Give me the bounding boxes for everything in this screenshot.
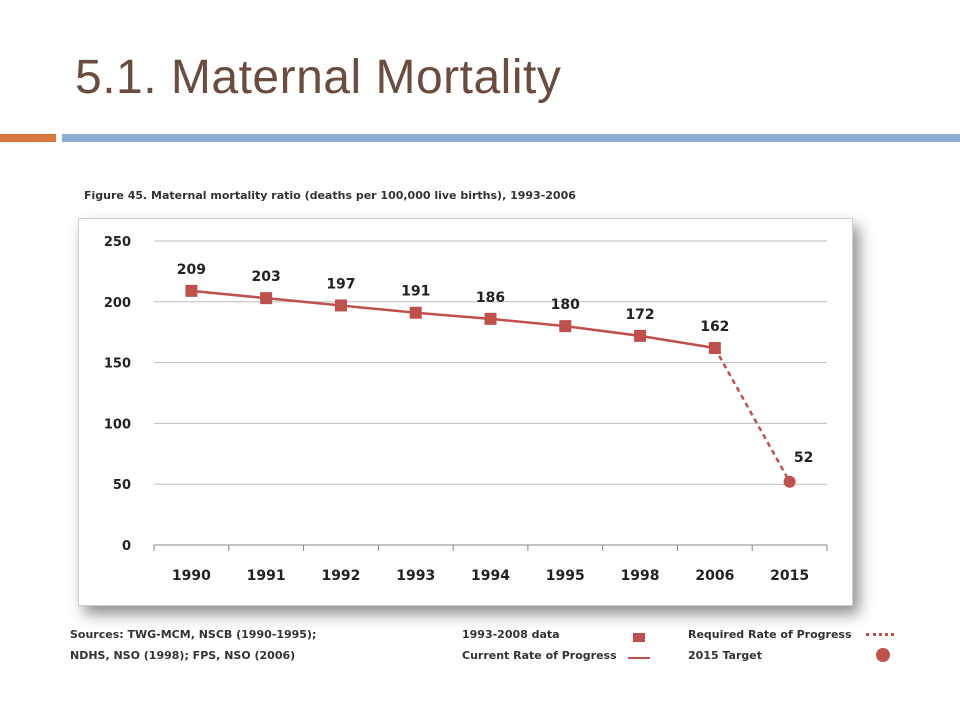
y-tick-label: 250 — [104, 235, 131, 250]
legend-data-label: 1993-2008 data — [462, 628, 560, 641]
x-tick-label: 1995 — [546, 568, 585, 584]
data-label: 197 — [326, 276, 355, 292]
line-chart: 0 50 100 150 200 250 1990 1991 1992 1993 1994 1995 1… — [104, 235, 828, 584]
chart-frame: 0 50 100 150 200 250 1990 1991 1992 1993 1994 1995 1… — [78, 218, 853, 606]
legend-current-rate-label: Current Rate of Progress — [462, 649, 617, 662]
x-tick-label: 2015 — [770, 568, 809, 584]
x-tick-label: 2006 — [695, 568, 734, 584]
data-point-square — [634, 329, 647, 342]
y-tick-label: 50 — [113, 478, 131, 493]
y-tick-label: 0 — [122, 539, 131, 554]
data-point-square — [708, 342, 721, 355]
y-tick-label: 100 — [104, 417, 131, 432]
legend-circle-marker — [876, 648, 890, 662]
data-point-square — [409, 306, 422, 319]
y-tick-label: 200 — [104, 296, 131, 311]
data-label: 180 — [551, 297, 580, 313]
data-label: 191 — [401, 284, 430, 300]
sources-line-1: Sources: TWG-MCM, NSCB (1990-1995); — [70, 628, 317, 641]
x-tick-label: 1992 — [321, 568, 360, 584]
data-label: 172 — [625, 307, 654, 323]
y-tick-label: 150 — [104, 357, 131, 372]
data-label: 162 — [700, 319, 729, 335]
data-label: 209 — [177, 262, 206, 278]
data-label: 203 — [252, 269, 281, 285]
legend-solid-line — [628, 657, 650, 659]
data-point-square — [559, 320, 572, 333]
required-rate-line — [713, 347, 791, 483]
data-point-square — [260, 292, 273, 305]
legend-required-rate-label: Required Rate of Progress — [688, 628, 852, 641]
data-point-square — [334, 299, 347, 312]
x-tick-label: 1993 — [396, 568, 435, 584]
legend-dashed-line — [866, 633, 894, 636]
title-rule-orange — [0, 134, 56, 142]
x-tick-label: 1991 — [247, 568, 286, 584]
data-label: 52 — [794, 450, 813, 466]
data-point-square — [484, 312, 497, 325]
legend-square-marker — [633, 633, 645, 642]
legend-target-label: 2015 Target — [688, 649, 762, 662]
title-rule-blue — [62, 134, 960, 142]
x-tick-label: 1990 — [172, 568, 211, 584]
data-point-square — [185, 284, 198, 297]
x-tick-label: 1998 — [621, 568, 660, 584]
data-label: 186 — [476, 290, 505, 306]
figure-caption: Figure 45. Maternal mortality ratio (dea… — [84, 189, 576, 202]
current-rate-line — [191, 289, 716, 350]
sources-line-2: NDHS, NSO (1998); FPS, NSO (2006) — [70, 649, 296, 662]
x-tick-label: 1994 — [471, 568, 510, 584]
slide-title: 5.1. Maternal Mortality — [75, 51, 562, 104]
target-point-circle — [783, 475, 796, 488]
